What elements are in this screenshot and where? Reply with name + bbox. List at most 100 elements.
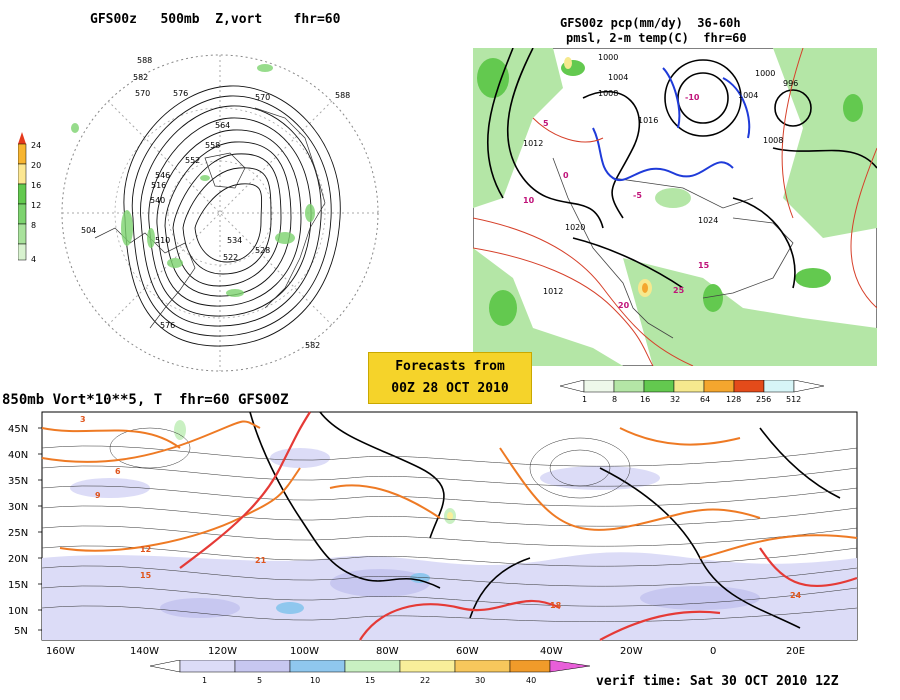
contour-label: 516 [151,181,166,190]
temp-label: 10 [523,196,535,205]
colorbar-label: 5 [257,676,262,685]
panel-pcp-title-line2: pmsl, 2-m temp(C) fhr=60 [566,31,747,45]
panel-500mb-colorbar: 24 20 16 12 8 4 [17,132,58,264]
colorbar-label: 20 [31,161,41,170]
panel-500mb-title: GFS00z 500mb Z,vort fhr=60 [90,12,341,27]
temp-label: 18 [550,601,562,610]
forecast-line2: 00Z 28 OCT 2010 [391,381,509,396]
panel-850mb-colorbar: 1 5 10 15 22 30 40 [150,660,591,685]
verif-time: verif time: Sat 30 OCT 2010 12Z [596,674,839,689]
lat-label: 5N [14,626,28,637]
isobar-label: 1000 [598,53,618,62]
temp-label: 6 [115,467,121,476]
colorbar-label: 22 [420,676,430,685]
isobar-label: 1020 [565,223,585,232]
lon-label: 160W [46,646,75,657]
lon-label: 140W [130,646,159,657]
temp-label: 15 [140,571,152,580]
temp-label: 21 [255,556,267,565]
temp-label: 25 [673,286,685,295]
colorbar-label: 1 [582,395,587,404]
lat-label: 10N [8,606,28,617]
colorbar-label: 4 [31,255,36,264]
contour-label: 510 [155,236,170,245]
colorbar-label: 16 [31,181,41,190]
lat-label: 30N [8,502,28,513]
colorbar-label: 1 [202,676,207,685]
temp-label: 24 [790,591,802,600]
lat-label: 45N [8,424,28,435]
forecast-issue-box: Forecasts from 00Z 28 OCT 2010 [368,352,532,404]
colorbar-label: 12 [31,201,41,210]
isobar-label: 1016 [638,116,658,125]
contour-label: 540 [150,196,165,205]
lon-label: 100W [290,646,319,657]
contour-label: 564 [215,121,230,130]
isobar-label: 1004 [738,91,758,100]
lon-label: 0 [710,646,716,657]
colorbar-label: 40 [526,676,536,685]
isobar-label: 1024 [698,216,718,225]
isobar-label: 1004 [608,73,628,82]
isobar-label: 1012 [543,287,563,296]
panel-850mb-map: 45N 40N 35N 30N 25N 20N 15N 10N 5N 160W … [8,411,858,657]
temp-label: 20 [618,301,630,310]
isobar-label: 1008 [763,136,783,145]
panel-850mb-title: 850mb Vort*10**5, T fhr=60 GFS00Z [2,392,289,408]
contour-label: 576 [173,89,188,98]
isobar-label: 1012 [523,139,543,148]
panel-pcp-map: 1000 1004 1008 1012 1016 1020 1024 1012 … [473,48,877,366]
contour-label: 552 [185,156,200,165]
isobar-label: 1008 [598,89,618,98]
lon-label: 20E [786,646,805,657]
lat-label: 40N [8,450,28,461]
temp-label: 9 [95,491,101,500]
contour-label: 570 [135,89,150,98]
temp-label: -10 [685,93,700,102]
temp-label: 5 [543,119,549,128]
lat-label: 20N [8,554,28,565]
temp-label: 3 [80,415,86,424]
contour-label: 528 [255,246,270,255]
temp-label: 15 [698,261,710,270]
lon-label: 20W [620,646,643,657]
contour-label: 504 [81,226,96,235]
colorbar-label: 15 [365,676,375,685]
lon-label: 40W [540,646,563,657]
contour-label: 582 [305,341,320,350]
contour-label: 558 [205,141,220,150]
colorbar-label: 128 [726,395,741,404]
colorbar-label: 10 [310,676,320,685]
colorbar-label: 256 [756,395,771,404]
panel-pcp-title-line1: GFS00z pcp(mm/dy) 36-60h [560,16,741,30]
forecast-line1: Forecasts from [395,359,505,374]
colorbar-label: 30 [475,676,485,685]
colorbar-label: 8 [31,221,36,230]
panel-pcp-colorbar: 1 8 16 32 64 128 256 512 [560,380,825,404]
lon-label: 120W [208,646,237,657]
temp-label: 12 [140,545,151,554]
lat-label: 25N [8,528,28,539]
colorbar-label: 32 [670,395,680,404]
contour-label: 582 [133,73,148,82]
temp-label: 0 [563,171,569,180]
contour-label: 576 [160,321,175,330]
temp-label: -5 [633,191,642,200]
panel-500mb-map: 588 582 570 576 564 558 552 546 540 534 … [61,54,379,372]
contour-label: 588 [137,56,152,65]
colorbar-label: 8 [612,395,617,404]
colorbar-label: 512 [786,395,801,404]
lat-label: 35N [8,476,28,487]
contour-label: 546 [155,171,170,180]
lat-label: 15N [8,580,28,591]
isobar-label: 996 [783,79,798,88]
colorbar-label: 16 [640,395,650,404]
contour-label: 588 [335,91,350,100]
colorbar-label: 24 [31,141,41,150]
contour-label: 570 [255,93,270,102]
isobar-label: 1000 [755,69,775,78]
lon-label: 80W [376,646,399,657]
contour-label: 534 [227,236,242,245]
lon-label: 60W [456,646,479,657]
colorbar-label: 64 [700,395,710,404]
